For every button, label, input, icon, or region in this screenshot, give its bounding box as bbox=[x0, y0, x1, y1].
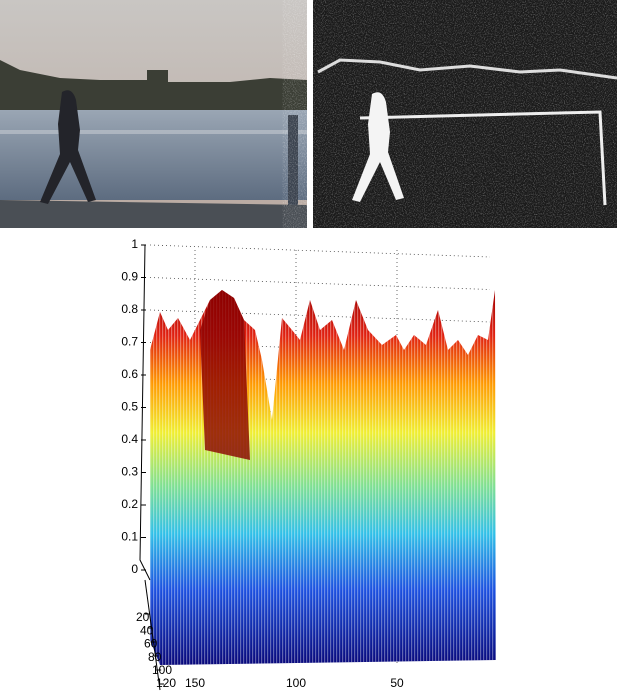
surface-plot: 0 0.1 0.2 0.3 0.4 0.5 0.6 0.7 0.8 0.9 1 150 100 50 204… bbox=[121, 237, 496, 690]
z-tick-label: 0.4 bbox=[121, 432, 138, 446]
z-tick-label: 0.5 bbox=[121, 400, 138, 414]
x-tick-label: 50 bbox=[390, 676, 404, 690]
z-tick-label: 0.1 bbox=[121, 530, 138, 544]
z-tick-label: 0 bbox=[131, 562, 138, 576]
z-tick-label: 1 bbox=[131, 237, 138, 251]
z-tick-label: 0.6 bbox=[121, 367, 138, 381]
y-tick-label: 40 bbox=[140, 623, 154, 637]
z-tick-label: 0.8 bbox=[121, 302, 138, 316]
z-tick-label: 0.7 bbox=[121, 335, 138, 349]
photo-scene bbox=[0, 0, 307, 228]
y-tick-label: 20 bbox=[136, 610, 150, 624]
surface-peak bbox=[200, 290, 250, 460]
y-tick-label: 120 bbox=[156, 676, 176, 690]
z-tick-label: 0.3 bbox=[121, 465, 138, 479]
y-axis bbox=[144, 579, 161, 691]
grid-line bbox=[149, 244, 491, 258]
x-tick-label: 150 bbox=[185, 676, 205, 690]
y-tick-label: 100 bbox=[152, 663, 172, 677]
y-tick-label: 60 bbox=[144, 637, 158, 651]
z-tick-label: 0.2 bbox=[121, 497, 138, 511]
y-tick-label: 80 bbox=[148, 650, 162, 664]
grid-line bbox=[149, 277, 491, 290]
z-tick-label: 0.9 bbox=[121, 270, 138, 284]
x-tick-label: 100 bbox=[286, 676, 306, 690]
z-axis bbox=[139, 244, 151, 581]
photo-saliency bbox=[313, 0, 617, 228]
